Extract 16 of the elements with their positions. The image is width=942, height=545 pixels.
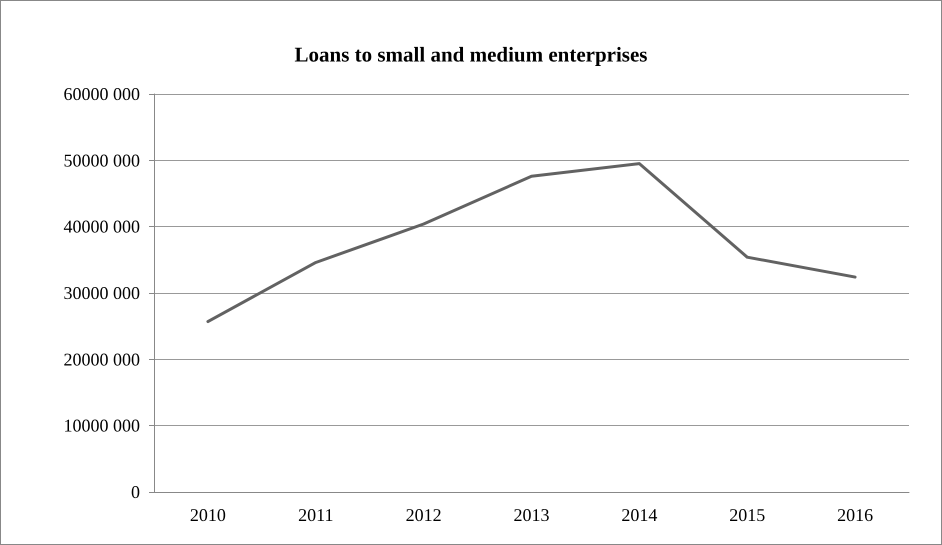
x-tick-label: 2010 <box>190 505 226 525</box>
y-tick-label: 30000 000 <box>64 283 140 303</box>
x-tick-label: 2015 <box>729 505 766 525</box>
line-series <box>206 162 857 324</box>
y-tick-label: 0 <box>131 482 140 502</box>
chart-title: Loans to small and medium enterprises <box>294 42 648 66</box>
y-tick-label: 20000 000 <box>64 349 140 370</box>
y-tick-label: 60000 000 <box>64 84 140 104</box>
x-tick-label: 2014 <box>621 505 658 525</box>
x-tick-label: 2011 <box>298 505 334 525</box>
y-tick-label: 40000 000 <box>64 216 140 237</box>
x-tick-label: 2012 <box>406 505 442 525</box>
x-tick-label: 2013 <box>514 505 550 525</box>
x-tick-label: 2016 <box>837 505 874 525</box>
y-tick-label: 10000 000 <box>64 416 140 436</box>
y-tick-label: 50000 000 <box>64 150 140 170</box>
